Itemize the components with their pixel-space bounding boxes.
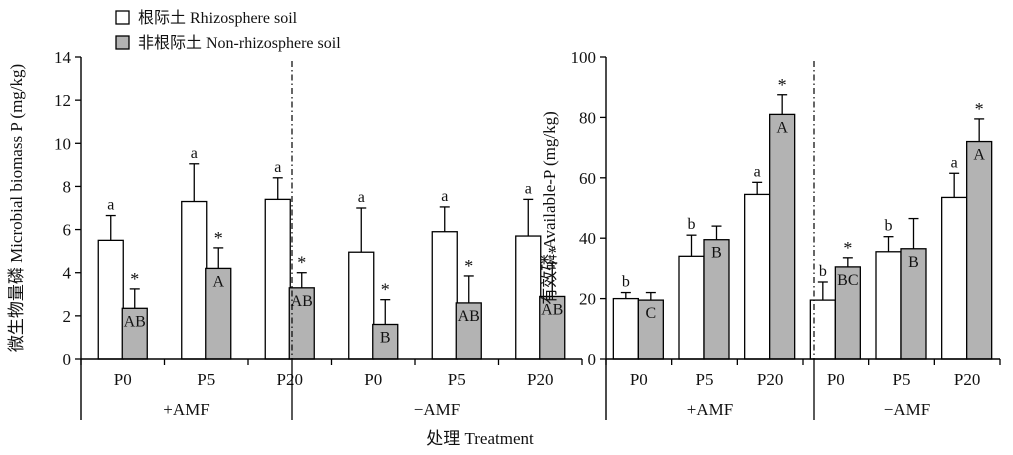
group-label: +AMF bbox=[687, 400, 733, 419]
y-tick-label: 10 bbox=[54, 134, 71, 153]
significance-letter: a bbox=[441, 188, 448, 205]
x-tick-label: P5 bbox=[197, 370, 215, 389]
significance-letter: a bbox=[107, 197, 114, 214]
microbial-biomass-p-chart: 0 2 4 6 8 10 12 14 a a a a a a AB * A * AB * B * AB * AB * P0 P5 P20… bbox=[7, 48, 583, 420]
x-axis-title: 处理 Treatment bbox=[426, 429, 534, 448]
y-tick-label: 100 bbox=[571, 48, 597, 67]
x-tick-label: P20 bbox=[954, 370, 980, 389]
bar bbox=[612, 297, 639, 360]
x-tick-label: P0 bbox=[114, 370, 132, 389]
y-tick-label: 12 bbox=[54, 91, 71, 110]
y-tick-label: 2 bbox=[63, 307, 72, 326]
bar bbox=[515, 235, 542, 360]
bar bbox=[372, 323, 399, 360]
x-tick-label: P20 bbox=[527, 370, 553, 389]
available-p-chart: 0 20 40 60 80 100 b b a b b a C B A * BC * B A * P0 P5 P20 P0 P5 P… bbox=[540, 48, 1001, 420]
significance-letter: b bbox=[688, 216, 696, 233]
y-axis-title: 微生物量磷 Microbial biomass P (mg/kg) bbox=[7, 64, 26, 352]
significance-mark: * bbox=[214, 228, 223, 248]
bar bbox=[744, 193, 771, 360]
significance-letter: a bbox=[951, 154, 958, 171]
group-label: −AMF bbox=[414, 400, 460, 419]
significance-mark: * bbox=[975, 99, 984, 119]
legend-swatch-0 bbox=[115, 10, 130, 25]
y-tick-label: 80 bbox=[579, 108, 596, 127]
group-label: −AMF bbox=[884, 400, 930, 419]
significance-letter: C bbox=[645, 305, 656, 322]
y-tick-label: 40 bbox=[579, 229, 596, 248]
y-tick-label: 8 bbox=[63, 177, 72, 196]
legend-swatch-1 bbox=[115, 35, 130, 50]
significance-mark: * bbox=[297, 253, 306, 273]
x-tick-label: P0 bbox=[364, 370, 382, 389]
significance-mark: * bbox=[464, 256, 473, 276]
significance-mark: * bbox=[778, 75, 787, 95]
bar bbox=[875, 251, 902, 360]
x-tick-label: P20 bbox=[277, 370, 303, 389]
significance-letter: b bbox=[622, 274, 630, 291]
y-tick-label: 6 bbox=[63, 221, 72, 240]
significance-letter: a bbox=[274, 159, 281, 176]
y-tick-label: 60 bbox=[579, 169, 596, 188]
significance-mark: * bbox=[548, 243, 557, 263]
significance-letter: a bbox=[754, 163, 761, 180]
significance-letter: B bbox=[380, 329, 391, 346]
legend: 根际土 Rhizosphere soil 非根际土 Non-rhizosphere… bbox=[115, 9, 341, 52]
x-tick-label: P20 bbox=[757, 370, 783, 389]
significance-letter: AB bbox=[124, 313, 146, 330]
significance-letter: b bbox=[885, 218, 893, 235]
y-tick-label: 0 bbox=[63, 350, 72, 369]
bar bbox=[264, 198, 291, 360]
significance-letter: AB bbox=[291, 293, 313, 310]
bar bbox=[966, 140, 993, 360]
legend-label-0: 根际土 Rhizosphere soil bbox=[138, 9, 298, 27]
x-tick-label: P5 bbox=[696, 370, 714, 389]
bar bbox=[941, 196, 968, 360]
significance-letter: AB bbox=[541, 301, 563, 318]
significance-letter: B bbox=[908, 254, 919, 271]
bar bbox=[97, 239, 124, 360]
legend-label-1: 非根际土 Non-rhizosphere soil bbox=[138, 34, 341, 52]
significance-letter: a bbox=[525, 180, 532, 197]
bar bbox=[181, 200, 208, 360]
bar bbox=[678, 255, 705, 360]
x-tick-label: P0 bbox=[630, 370, 648, 389]
x-tick-label: P0 bbox=[827, 370, 845, 389]
significance-letter: a bbox=[358, 189, 365, 206]
x-tick-label: P5 bbox=[448, 370, 466, 389]
y-tick-label: 4 bbox=[63, 264, 72, 283]
significance-letter: b bbox=[819, 263, 827, 280]
y-axis-title: 有效磷 Available-P (mg/kg) bbox=[540, 111, 559, 305]
significance-letter: A bbox=[973, 147, 985, 164]
y-tick-label: 20 bbox=[579, 290, 596, 309]
significance-letter: B bbox=[711, 245, 722, 262]
significance-letter: BC bbox=[837, 272, 858, 289]
significance-mark: * bbox=[130, 269, 139, 289]
significance-letter: a bbox=[191, 145, 198, 162]
significance-letter: A bbox=[776, 119, 788, 136]
bar bbox=[431, 231, 458, 360]
significance-letter: AB bbox=[458, 308, 480, 325]
bar bbox=[703, 239, 730, 360]
bar bbox=[348, 251, 375, 360]
y-tick-label: 0 bbox=[588, 350, 597, 369]
significance-mark: * bbox=[381, 280, 390, 300]
significance-letter: A bbox=[212, 273, 224, 290]
x-tick-label: P5 bbox=[893, 370, 911, 389]
bar bbox=[769, 113, 796, 360]
significance-mark: * bbox=[843, 238, 852, 258]
y-tick-label: 14 bbox=[54, 48, 72, 67]
group-label: +AMF bbox=[163, 400, 209, 419]
